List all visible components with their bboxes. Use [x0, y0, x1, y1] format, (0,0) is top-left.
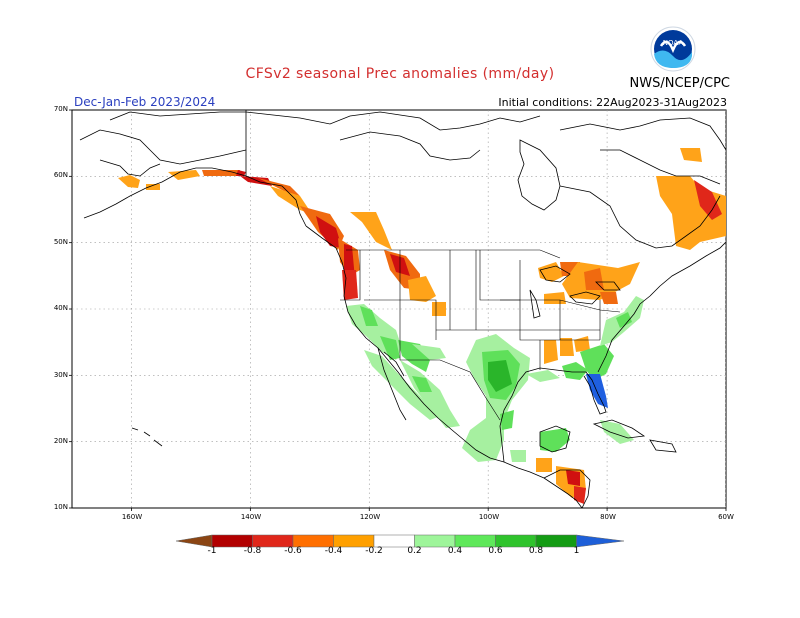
season-label: Dec-Jan-Feb 2023/2024 — [74, 95, 216, 109]
coastlines — [79, 110, 726, 508]
noaa-logo: NOAA — [650, 26, 696, 72]
legend-label-04: 0.4 — [447, 546, 463, 556]
lon-label-160w: 160W — [121, 513, 143, 521]
political-borders — [340, 249, 621, 421]
lon-label-140w: 140W — [240, 513, 262, 521]
legend-label-minus08: -0.8 — [243, 546, 262, 556]
legend-label-minus1: -1 — [207, 546, 217, 556]
initial-conditions-label: Initial conditions: 22Aug2023-31Aug2023 — [498, 96, 727, 109]
lon-label-60w: 60W — [718, 513, 734, 521]
lon-label-80w: 80W — [600, 513, 616, 521]
legend-label-02: 0.2 — [407, 546, 422, 556]
legend-label-minus06: -0.6 — [284, 546, 302, 556]
lat-label-30n: 30N — [53, 371, 68, 379]
legend-swatch-above-1 — [576, 534, 625, 548]
legend-label-08: 0.8 — [528, 546, 544, 556]
axis-ticks — [69, 109, 727, 511]
logo-text: NOAA — [663, 39, 684, 47]
lat-label-60n: 60N — [53, 171, 68, 179]
lon-label-120w: 120W — [359, 513, 381, 521]
legend-label-1: 1 — [573, 546, 580, 556]
lat-label-70n: 70N — [53, 105, 68, 113]
dry-anomaly-regions — [118, 148, 726, 504]
lat-label-40n: 40N — [53, 304, 68, 312]
lat-label-10n: 10N — [53, 503, 68, 511]
lat-label-50n: 50N — [53, 238, 68, 246]
wet-anomaly-regions — [346, 296, 644, 462]
legend-label-minus04: -0.4 — [324, 546, 343, 556]
lon-label-100w: 100W — [478, 513, 500, 521]
agency-label: NWS/NCEP/CPC — [629, 76, 730, 91]
color-legend — [175, 534, 625, 548]
map-title: CFSv2 seasonal Prec anomalies (mm/day) — [245, 66, 555, 82]
legend-label-06: 0.6 — [488, 546, 503, 556]
lat-label-20n: 20N — [53, 437, 68, 445]
legend-label-minus02: -0.2 — [365, 546, 383, 556]
